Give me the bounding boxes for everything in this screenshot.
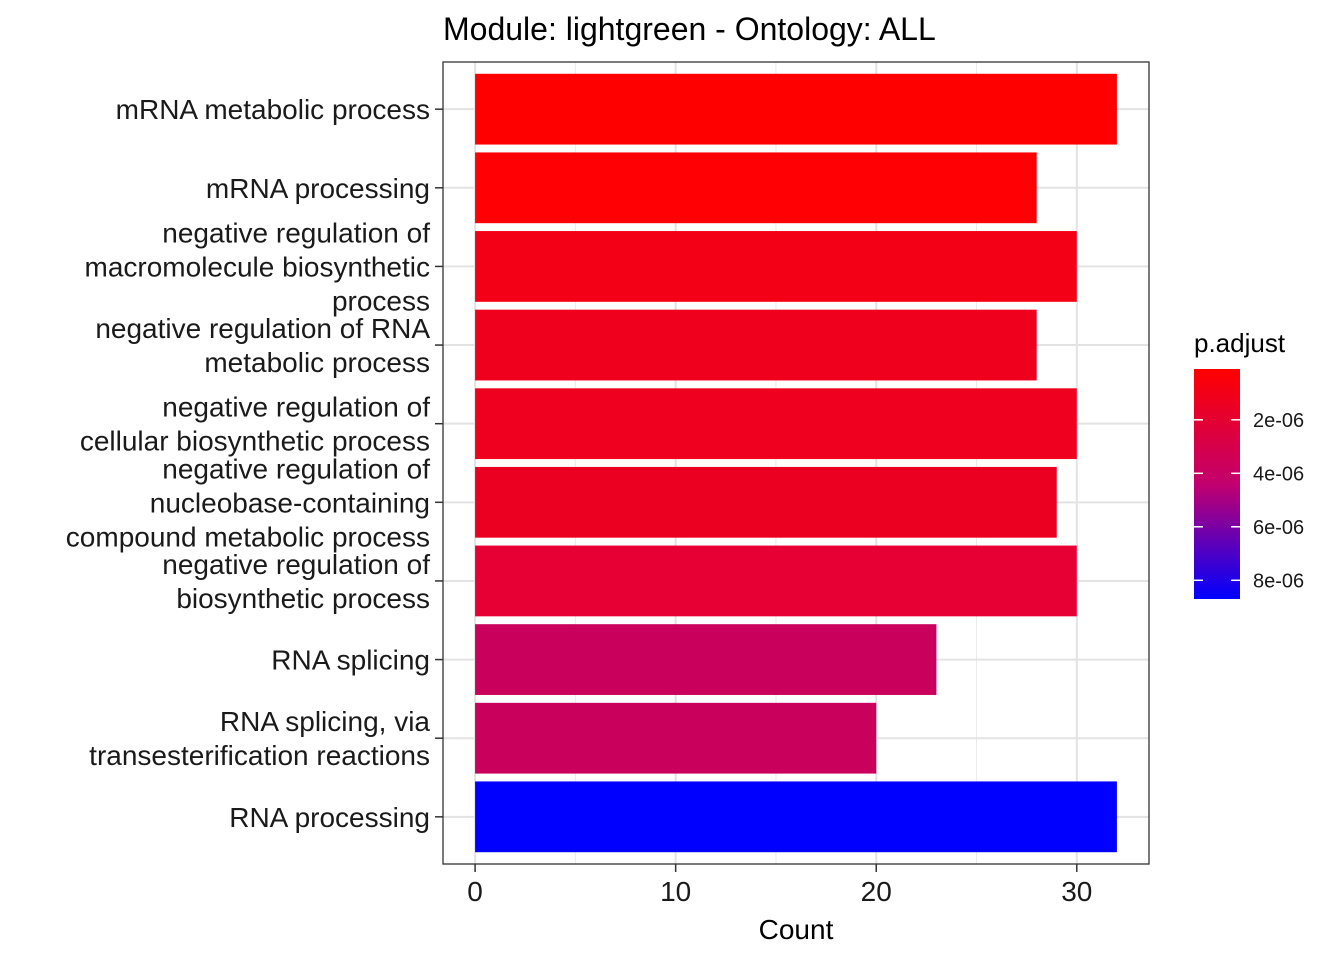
legend-tick-label: 4e-06 <box>1253 463 1304 485</box>
y-tick-label: negative regulation of nucleobase-contain… <box>66 453 430 552</box>
y-tick-label: mRNA processing <box>206 173 430 204</box>
y-tick-label: mRNA metabolic process <box>116 94 430 125</box>
chart-title: Module: lightgreen - Ontology: ALL <box>443 11 936 47</box>
legend-tick-label: 6e-06 <box>1253 517 1304 539</box>
legend-tick-label: 2e-06 <box>1253 410 1304 432</box>
y-tick-label: RNA processing <box>229 802 430 833</box>
y-tick-label: RNA splicing, via transesterification rea… <box>89 706 430 771</box>
bar <box>475 624 937 695</box>
legend-title: p.adjust <box>1194 328 1286 358</box>
bar <box>475 545 1077 617</box>
legend-tick-label: 8e-06 <box>1253 570 1304 592</box>
bar <box>475 73 1117 145</box>
bar <box>475 231 1077 302</box>
y-tick-label: negative regulation of RNA metabolic proc… <box>95 313 430 378</box>
bar <box>475 388 1077 460</box>
bar <box>475 781 1117 853</box>
legend-ticks: 2e-06 4e-06 6e-06 8e-06 <box>1194 410 1304 592</box>
bar <box>475 309 1037 381</box>
x-tick-label: 20 <box>861 876 892 907</box>
x-tick-label: 0 <box>467 876 483 907</box>
bar <box>475 466 1057 538</box>
x-tick-label: 10 <box>660 876 691 907</box>
y-tick-label: RNA splicing <box>271 645 430 676</box>
legend-colorbar <box>1194 369 1240 599</box>
plot-border <box>442 61 1150 865</box>
x-tick-label: 30 <box>1061 876 1092 907</box>
bar <box>475 152 1037 224</box>
y-tick-label: negative regulation of macromolecule bios… <box>85 217 431 316</box>
x-axis-label: Count <box>759 914 834 945</box>
color-legend: p.adjust 2e-06 4e-06 6e-06 8e-06 <box>1194 328 1304 599</box>
bar <box>475 702 877 774</box>
y-tick-label: negative regulation of biosynthetic proce… <box>162 549 430 614</box>
x-axis: 0 10 20 30 <box>467 864 1092 907</box>
y-tick-label: negative regulation of cellular biosynthe… <box>80 392 430 457</box>
y-axis: mRNA metabolic process mRNA processing neg… <box>66 94 443 833</box>
bars <box>475 73 1117 853</box>
